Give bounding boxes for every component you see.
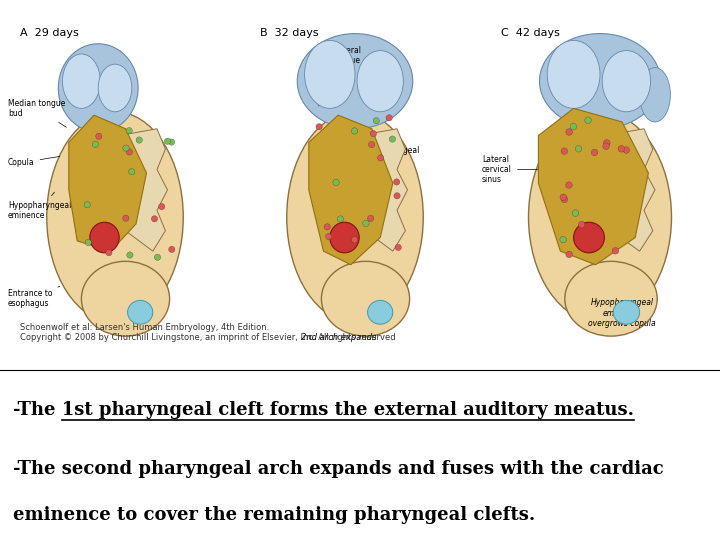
Circle shape	[561, 148, 567, 154]
Text: Entrance to
esophagus: Entrance to esophagus	[8, 286, 60, 308]
Circle shape	[84, 201, 91, 208]
Circle shape	[96, 133, 102, 139]
Circle shape	[154, 254, 161, 260]
Circle shape	[351, 237, 358, 243]
Circle shape	[395, 244, 402, 251]
Circle shape	[136, 137, 143, 143]
Text: A  29 days: A 29 days	[20, 28, 79, 38]
Text: Hypopharyngeal
eminence: Hypopharyngeal eminence	[8, 192, 71, 220]
Circle shape	[363, 220, 369, 226]
Ellipse shape	[297, 33, 413, 129]
Circle shape	[603, 139, 610, 146]
Text: -The second pharyngeal arch expands and fuses with the cardiac: -The second pharyngeal arch expands and …	[13, 460, 664, 478]
Circle shape	[351, 128, 358, 134]
Circle shape	[575, 145, 582, 152]
Circle shape	[394, 193, 400, 199]
Ellipse shape	[357, 51, 403, 112]
Text: Lateral
cervical
sinus: Lateral cervical sinus	[482, 154, 544, 185]
Ellipse shape	[90, 222, 120, 253]
Circle shape	[85, 239, 91, 246]
Circle shape	[566, 182, 572, 188]
Circle shape	[572, 210, 579, 217]
Polygon shape	[69, 115, 146, 251]
Ellipse shape	[330, 222, 359, 253]
Ellipse shape	[58, 44, 138, 132]
Polygon shape	[120, 129, 168, 251]
Text: Copula: Copula	[8, 157, 60, 167]
Circle shape	[623, 147, 629, 153]
Text: B  32 days: B 32 days	[261, 28, 319, 38]
Circle shape	[337, 216, 343, 222]
Ellipse shape	[47, 112, 184, 322]
Circle shape	[618, 145, 625, 152]
Circle shape	[316, 124, 323, 130]
Circle shape	[324, 224, 330, 230]
Polygon shape	[604, 129, 655, 251]
Text: Pharyngeal
clefts: Pharyngeal clefts	[368, 146, 419, 168]
Ellipse shape	[127, 300, 153, 324]
Circle shape	[612, 247, 618, 254]
Text: Median tongue
bud: Median tongue bud	[8, 99, 66, 127]
Ellipse shape	[368, 300, 393, 324]
Circle shape	[370, 131, 377, 137]
Ellipse shape	[539, 33, 660, 129]
Circle shape	[126, 149, 132, 155]
Circle shape	[122, 215, 129, 221]
Circle shape	[566, 129, 572, 136]
Polygon shape	[309, 115, 393, 265]
Polygon shape	[359, 129, 408, 251]
Ellipse shape	[547, 40, 600, 109]
Circle shape	[566, 251, 572, 258]
Circle shape	[126, 127, 132, 134]
Ellipse shape	[321, 261, 410, 336]
Ellipse shape	[639, 68, 670, 122]
Circle shape	[123, 145, 129, 151]
Circle shape	[373, 118, 379, 124]
Polygon shape	[539, 109, 649, 265]
Circle shape	[168, 139, 175, 145]
Circle shape	[127, 252, 133, 258]
Circle shape	[333, 179, 339, 186]
Circle shape	[386, 114, 392, 121]
Circle shape	[560, 237, 567, 243]
Ellipse shape	[528, 112, 672, 322]
Circle shape	[591, 149, 598, 156]
Circle shape	[158, 204, 165, 210]
Circle shape	[164, 138, 171, 144]
Ellipse shape	[98, 64, 132, 112]
Text: 2nd arch expands: 2nd arch expands	[300, 333, 376, 341]
Ellipse shape	[564, 261, 657, 336]
Circle shape	[325, 233, 332, 240]
Text: Lateral
tongue
bud: Lateral tongue bud	[319, 46, 361, 106]
Ellipse shape	[63, 54, 100, 109]
Text: C  42 days: C 42 days	[501, 28, 560, 38]
Circle shape	[369, 141, 374, 147]
Circle shape	[570, 123, 577, 130]
Text: eminence to cover the remaining pharyngeal clefts.: eminence to cover the remaining pharynge…	[13, 506, 535, 524]
Circle shape	[168, 246, 175, 253]
Text: -The 1st pharyngeal cleft forms the external auditory meatus.: -The 1st pharyngeal cleft forms the exte…	[13, 401, 634, 418]
Ellipse shape	[287, 112, 423, 322]
Circle shape	[603, 143, 609, 150]
Circle shape	[578, 221, 585, 228]
Circle shape	[367, 215, 374, 221]
Circle shape	[394, 179, 400, 185]
Ellipse shape	[602, 51, 651, 112]
Ellipse shape	[81, 261, 170, 336]
Circle shape	[92, 141, 99, 147]
Ellipse shape	[574, 222, 604, 253]
Circle shape	[585, 117, 591, 124]
Circle shape	[151, 215, 158, 222]
Circle shape	[129, 168, 135, 175]
Circle shape	[377, 155, 384, 161]
Ellipse shape	[305, 40, 355, 109]
Circle shape	[560, 194, 567, 200]
Circle shape	[106, 249, 112, 256]
Ellipse shape	[613, 300, 639, 324]
Text: Schoenwolf et al: Larsen's Human Embryology, 4th Edition.
Copyright © 2008 by Ch: Schoenwolf et al: Larsen's Human Embryol…	[20, 322, 395, 342]
Circle shape	[561, 196, 568, 202]
Circle shape	[390, 136, 395, 142]
Text: Hypopharyngeal
eminence
overgrows copula: Hypopharyngeal eminence overgrows copula	[588, 298, 656, 328]
